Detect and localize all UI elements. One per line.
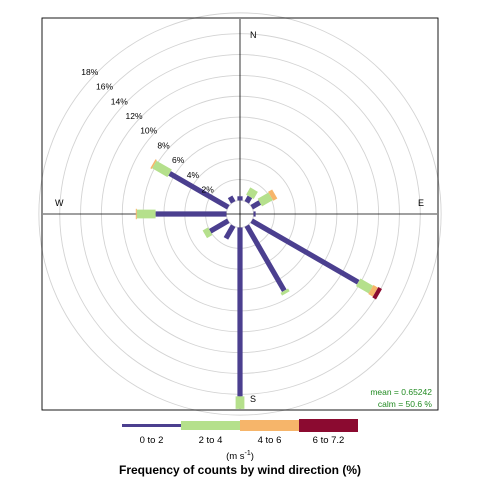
paddle-180 — [235, 227, 245, 409]
paddle-210 — [223, 224, 236, 240]
paddle-60 — [250, 189, 278, 210]
units-text: (m s — [226, 451, 245, 462]
south-label: S — [250, 394, 256, 404]
paddle-90 — [253, 211, 256, 217]
units-exponent: -1 — [245, 450, 251, 457]
paddle-150 — [244, 224, 290, 296]
legend-swatch — [122, 424, 181, 427]
paddle-segment-2-to-4 — [202, 227, 213, 239]
paddle-segment-0-to-2 — [237, 196, 243, 201]
ring-label: 8% — [157, 141, 170, 151]
paddle-segment-0-to-2 — [155, 211, 227, 217]
ring-label: 4% — [187, 170, 200, 180]
ring-label: 18% — [81, 67, 98, 77]
units-label: (m s-1) — [226, 450, 254, 462]
legend: 0 to 2 2 to 4 4 to 6 6 to 7.2 — [122, 419, 358, 446]
paddle-segment-2-to-4 — [136, 209, 156, 219]
legend-swatch — [240, 420, 299, 431]
paddle-segment-2-to-4 — [235, 396, 245, 409]
paddle-segment-0-to-2 — [244, 195, 253, 204]
paddle-segment-0-to-2 — [250, 200, 262, 210]
direction-paddles — [135, 159, 382, 409]
paddle-segment-0-to-2 — [168, 171, 230, 210]
paddle-segment-0-to-2 — [250, 218, 360, 285]
ring-label: 12% — [125, 111, 142, 121]
paddle-segment-6-to-7.2 — [372, 286, 382, 300]
paddle-segment-4-to-6 — [368, 285, 378, 297]
ring-label: 10% — [140, 126, 157, 136]
calm-stat: calm = 50.6 % — [378, 399, 433, 409]
ring-labels: 2%4%6%8%10% 12% 14% 16% 18% — [81, 67, 214, 195]
paddle-segment-2-to-4 — [356, 278, 374, 294]
paddle-segment-0-to-2 — [253, 211, 256, 217]
paddle-segment-0-to-2 — [208, 218, 230, 234]
legend-label: 6 to 7.2 — [313, 435, 345, 446]
ring-label: 2% — [202, 185, 215, 195]
west-label: W — [55, 198, 64, 208]
north-label: N — [250, 30, 257, 40]
chart-title: Frequency of counts by wind direction (%… — [119, 463, 361, 477]
ring-label: 6% — [172, 155, 185, 165]
paddle-120 — [250, 218, 382, 300]
legend-label: 4 to 6 — [258, 435, 282, 446]
units-close: ) — [251, 451, 254, 462]
paddle-segment-2-to-4 — [152, 160, 172, 178]
paddle-segment-0-to-2 — [227, 195, 236, 204]
mean-stat: mean = 0.65242 — [370, 387, 432, 397]
plot-frame — [41, 17, 439, 411]
paddle-0 — [237, 196, 243, 201]
paddle-30 — [244, 187, 258, 204]
paddle-segment-0-to-2 — [237, 227, 243, 397]
legend-swatch — [181, 421, 240, 430]
paddle-segment-2-to-4 — [280, 288, 290, 296]
paddle-270 — [135, 208, 227, 220]
grid-ring-9 — [38, 12, 442, 416]
paddle-330 — [227, 195, 236, 204]
paddle-segment-0-to-2 — [223, 224, 236, 240]
ring-label: 14% — [111, 96, 128, 106]
paddle-240 — [202, 218, 230, 239]
paddle-300 — [150, 159, 230, 210]
paddle-segment-2-to-4 — [257, 192, 273, 207]
paddle-segment-4-to-6 — [268, 189, 278, 201]
legend-swatch — [299, 419, 358, 432]
paddle-segment-4-to-6 — [150, 159, 157, 169]
east-label: E — [418, 198, 424, 208]
paddle-segment-0-to-2 — [244, 224, 287, 293]
legend-label: 2 to 4 — [199, 435, 223, 446]
legend-label: 0 to 2 — [140, 435, 164, 446]
paddle-segment-4-to-6 — [135, 208, 137, 220]
paddle-segment-2-to-4 — [246, 187, 258, 200]
ring-label: 16% — [96, 82, 113, 92]
